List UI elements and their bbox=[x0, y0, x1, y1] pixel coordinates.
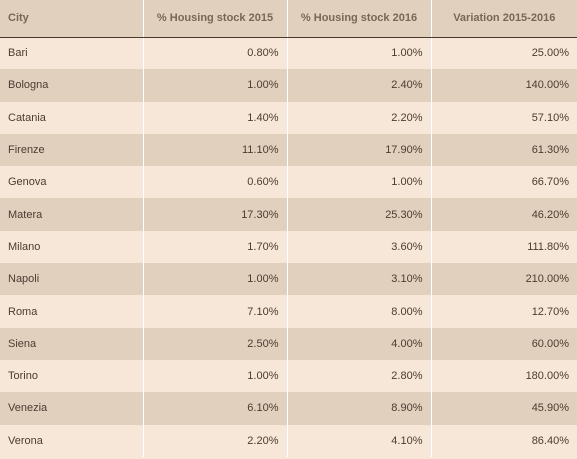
cell-housing-2016: 8.90% bbox=[287, 392, 432, 425]
cell-housing-2016: 25.30% bbox=[287, 198, 432, 231]
cell-city: Verona bbox=[0, 424, 144, 457]
cell-housing-2015: 1.40% bbox=[143, 101, 288, 134]
header-city[interactable]: City bbox=[0, 0, 144, 38]
cell-variation: 61.30% bbox=[531, 144, 569, 157]
cell-housing-2016: 1.00% bbox=[287, 166, 432, 199]
table-row: Torino 1.00% 2.80% 180.00% bbox=[0, 359, 577, 393]
cell-housing-2016: 3.60% bbox=[287, 230, 432, 264]
cell-city: Milano bbox=[0, 230, 144, 264]
header-variation[interactable]: Variation 2015-2016 bbox=[431, 0, 577, 38]
cell-city: Bologna bbox=[0, 69, 144, 102]
cell-housing-2016: 17.90% bbox=[287, 133, 432, 167]
table-row: Genova 0.60% 1.00% 66.70% bbox=[0, 166, 577, 199]
cell-city: Torino bbox=[0, 359, 144, 393]
cell-city: Matera bbox=[0, 198, 144, 231]
cell-city: Venezia bbox=[0, 392, 144, 425]
cell-housing-2016: 4.00% bbox=[287, 327, 432, 360]
table-row: Napoli 1.00% 3.10% 210.00% bbox=[0, 263, 577, 296]
cell-variation: 180.00% bbox=[525, 370, 569, 383]
cell-variation: 66.70% bbox=[531, 176, 569, 189]
cell-city: Genova bbox=[0, 166, 144, 199]
table-header: City % Housing stock 2015 % Housing stoc… bbox=[0, 0, 577, 38]
cell-city: Roma bbox=[0, 295, 144, 328]
cell-variation: 111.80% bbox=[527, 240, 569, 253]
table-row: Matera 17.30% 25.30% 46.20% bbox=[0, 198, 577, 231]
cell-housing-2015: 1.00% bbox=[143, 69, 288, 102]
cell-housing-2016: 3.10% bbox=[287, 263, 432, 296]
table-row: Milano 1.70% 3.60% 111.80% bbox=[0, 230, 577, 264]
cell-housing-2015: 11.10% bbox=[143, 133, 288, 167]
cell-housing-2016: 4.10% bbox=[287, 424, 432, 457]
cell-variation: 25.00% bbox=[531, 47, 569, 60]
table-row: Bologna 1.00% 2.40% 140.00% bbox=[0, 69, 577, 102]
cell-variation: 140.00% bbox=[525, 79, 569, 92]
cell-variation: 45.90% bbox=[531, 402, 569, 415]
cell-housing-2015: 6.10% bbox=[143, 392, 288, 425]
cell-housing-2015: 0.80% bbox=[143, 37, 288, 70]
cell-housing-2016: 2.80% bbox=[287, 359, 432, 393]
cell-housing-2015: 2.20% bbox=[143, 424, 288, 457]
cell-city: Siena bbox=[0, 327, 144, 360]
cell-housing-2016: 2.40% bbox=[287, 69, 432, 102]
header-row: City % Housing stock 2015 % Housing stoc… bbox=[0, 0, 577, 38]
table-row: Siena 2.50% 4.00% 60.00% bbox=[0, 327, 577, 360]
cell-housing-2015: 1.70% bbox=[143, 230, 288, 264]
table-body: Bari 0.80% 1.00% 25.00% Bologna 1.00% 2.… bbox=[0, 37, 577, 457]
cell-housing-2016: 1.00% bbox=[287, 37, 432, 70]
cell-variation: 210.00% bbox=[525, 273, 569, 286]
table-row: Venezia 6.10% 8.90% 45.90% bbox=[0, 392, 577, 425]
cell-housing-2015: 1.00% bbox=[143, 263, 288, 296]
cell-housing-2015: 2.50% bbox=[143, 327, 288, 360]
table-row: Catania 1.40% 2.20% 57.10% bbox=[0, 101, 577, 134]
cell-variation: 60.00% bbox=[531, 337, 569, 350]
cell-variation: 57.10% bbox=[531, 111, 569, 124]
table-row: Bari 0.80% 1.00% 25.00% bbox=[0, 37, 577, 70]
table-row: Verona 2.20% 4.10% 86.40% bbox=[0, 424, 577, 457]
cell-housing-2015: 7.10% bbox=[143, 295, 288, 328]
cell-variation: 12.70% bbox=[531, 305, 569, 318]
cell-housing-2016: 8.00% bbox=[287, 295, 432, 328]
header-housing-2015[interactable]: % Housing stock 2015 bbox=[143, 0, 288, 38]
cell-city: Catania bbox=[0, 101, 144, 134]
table-row: Roma 7.10% 8.00% 12.70% bbox=[0, 295, 577, 328]
cell-variation: 46.20% bbox=[531, 208, 569, 221]
cell-housing-2016: 2.20% bbox=[287, 101, 432, 134]
cell-city: Napoli bbox=[0, 263, 144, 296]
table-row: Firenze 11.10% 17.90% 61.30% bbox=[0, 133, 577, 167]
cell-city: Bari bbox=[0, 37, 144, 70]
cell-housing-2015: 1.00% bbox=[143, 359, 288, 393]
cell-housing-2015: 17.30% bbox=[143, 198, 288, 231]
header-housing-2016[interactable]: % Housing stock 2016 bbox=[287, 0, 432, 38]
cell-city: Firenze bbox=[0, 133, 144, 167]
cell-variation: 86.40% bbox=[531, 434, 569, 447]
cell-housing-2015: 0.60% bbox=[143, 166, 288, 199]
